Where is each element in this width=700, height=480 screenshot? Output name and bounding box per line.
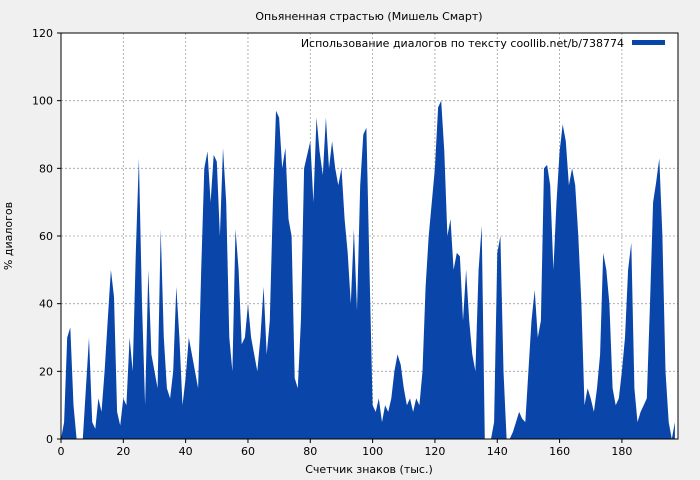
- legend-label: Использование диалогов по тексту coollib…: [301, 37, 624, 50]
- x-tick-label: 0: [58, 445, 65, 458]
- y-axis-ticks: 0 20 40 60 80 100 120: [32, 27, 61, 446]
- x-axis-ticks: 0 20 40 60 80 100 120 140 160 180: [58, 439, 632, 458]
- y-tick-label: 20: [39, 365, 53, 378]
- y-tick-label: 40: [39, 298, 53, 311]
- x-tick-label: 60: [241, 445, 255, 458]
- series-area: [61, 100, 675, 439]
- x-tick-label: 100: [362, 445, 383, 458]
- legend-swatch: [632, 40, 665, 45]
- x-tick-label: 140: [487, 445, 508, 458]
- legend: Использование диалогов по тексту coollib…: [301, 37, 665, 50]
- x-tick-label: 80: [303, 445, 317, 458]
- x-tick-label: 120: [424, 445, 445, 458]
- y-tick-label: 60: [39, 230, 53, 243]
- x-tick-label: 40: [179, 445, 193, 458]
- x-axis-label: Счетчик знаков (тыс.): [305, 463, 433, 476]
- y-tick-label: 80: [39, 162, 53, 175]
- x-tick-label: 20: [116, 445, 130, 458]
- x-tick-label: 160: [549, 445, 570, 458]
- x-tick-label: 180: [611, 445, 632, 458]
- y-tick-label: 120: [32, 27, 53, 40]
- chart-title: Опьяненная страстью (Мишель Смарт): [255, 10, 482, 23]
- y-tick-label: 100: [32, 95, 53, 108]
- y-axis-label: % диалогов: [2, 202, 15, 270]
- y-tick-label: 0: [46, 433, 53, 446]
